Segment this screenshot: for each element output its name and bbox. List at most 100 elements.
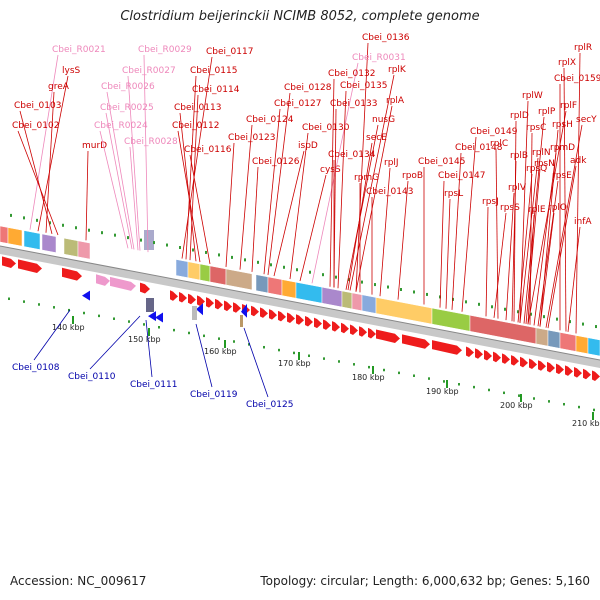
gene-label: Cbei_0128 <box>284 83 332 93</box>
leader-line <box>337 90 347 289</box>
reverse-gene-arrow <box>241 303 247 318</box>
leader-line <box>529 132 533 325</box>
reverse-gene-arrow <box>148 311 156 322</box>
tick-mark-upper <box>244 258 246 262</box>
gene-label: rpsE <box>552 171 572 181</box>
leader-line <box>19 110 53 234</box>
feature-block <box>209 265 227 286</box>
tick-mark-upper <box>361 280 363 284</box>
tick-mark-lower <box>203 334 205 338</box>
scale-label: 200 kbp <box>500 401 533 410</box>
leader-line <box>143 54 149 253</box>
tick-mark-upper <box>543 315 545 319</box>
scale-tick <box>148 328 150 336</box>
tick-mark-upper <box>75 226 77 230</box>
tick-mark-lower <box>233 340 235 343</box>
forward-gene-arrow <box>592 370 600 381</box>
leader-line <box>545 124 583 328</box>
feature-block <box>255 274 269 294</box>
tick-mark-lower <box>278 348 280 352</box>
tick-mark-upper <box>270 263 272 267</box>
scale-tick <box>592 412 594 420</box>
feature-block <box>535 327 549 347</box>
leader-line <box>505 192 515 321</box>
gene-label: adk <box>570 156 587 166</box>
leader-line <box>379 167 391 297</box>
tick-mark-upper <box>335 275 337 279</box>
tick-mark-lower <box>158 326 160 329</box>
tick-mark-upper <box>192 248 194 252</box>
leader-line <box>511 160 517 322</box>
scale-label: 190 kbp <box>426 387 459 396</box>
tick-mark-upper <box>413 290 415 294</box>
gene-label: Cbei_0113 <box>174 103 221 113</box>
leader-line <box>461 136 477 312</box>
scale-label: 170 kbp <box>278 359 311 368</box>
gene-label: rpsL <box>444 189 463 199</box>
scale-label: 140 kbp <box>52 323 85 332</box>
tick-mark-lower <box>113 317 115 320</box>
gene-label: Cbei_0116 <box>184 145 232 155</box>
scale-tick <box>372 366 374 374</box>
gene-label: secE <box>366 133 387 143</box>
gene-label: rplW <box>522 91 543 101</box>
gene-label: Cbei_0103 <box>14 101 61 111</box>
tick-mark-upper <box>23 216 25 220</box>
reverse-gene-label: Cbei_0125 <box>246 400 293 410</box>
leader-line <box>45 91 55 233</box>
leader-line <box>145 319 153 378</box>
feature-block <box>192 306 197 320</box>
leader-line <box>105 112 133 250</box>
rna-gene-label: Cbei_R0021 <box>52 45 106 55</box>
tick-mark-upper <box>465 300 467 304</box>
forward-gene-arrow <box>251 305 259 317</box>
leader-line <box>517 173 533 323</box>
tick-mark-lower <box>458 383 460 386</box>
gene-label: Cbei_0126 <box>252 157 300 167</box>
leader-line <box>329 78 335 287</box>
leader-line <box>185 75 197 260</box>
gene-label: rpsQ <box>526 164 547 174</box>
tick-mark-upper <box>309 270 311 274</box>
gene-label: Cbei_0134 <box>328 150 376 160</box>
tick-mark-upper <box>127 236 129 240</box>
gene-label: rplN <box>532 148 551 158</box>
tick-mark-lower <box>83 311 85 315</box>
reverse-gene-arrow <box>155 312 163 323</box>
forward-gene-arrow <box>179 292 187 303</box>
gene-label: rplX <box>558 58 576 68</box>
tick-mark-lower <box>8 297 10 301</box>
leader-line <box>273 150 305 277</box>
forward-gene-arrow <box>466 346 474 358</box>
tick-mark-lower <box>503 391 505 395</box>
leader-line <box>189 154 211 264</box>
tick-mark-upper <box>569 320 571 324</box>
leader-line <box>225 142 235 267</box>
leader-line <box>519 157 539 323</box>
forward-gene-arrow <box>511 355 519 366</box>
leader-line <box>181 56 213 259</box>
accession-label: Accession: NC_009617 <box>10 574 147 588</box>
tick-mark-lower <box>23 300 25 303</box>
gene-label: Cbei_0112 <box>172 121 219 131</box>
forward-gene-arrow <box>529 358 537 370</box>
forward-gene-arrow <box>556 363 564 375</box>
leader-line <box>127 75 141 251</box>
tick-mark-upper <box>296 268 298 272</box>
leader-line <box>85 150 89 241</box>
tick-mark-lower <box>128 320 130 323</box>
tick-mark-upper <box>478 302 480 306</box>
gene-label: Cbei_0114 <box>192 85 240 95</box>
forward-gene-arrow <box>287 312 295 324</box>
forward-gene-arrow <box>233 302 241 313</box>
forward-gene-arrow <box>206 297 214 308</box>
feature-block <box>587 337 600 357</box>
tick-mark-lower <box>308 354 310 358</box>
feature-block <box>281 279 297 299</box>
gene-label: Cbei_0148 <box>455 143 503 153</box>
tick-mark-upper <box>426 292 428 296</box>
reverse-gene-arrow <box>82 290 90 301</box>
tick-mark-lower <box>248 343 250 346</box>
gene-label: Cbei_0133 <box>330 99 377 109</box>
forward-gene-arrow <box>565 365 573 376</box>
